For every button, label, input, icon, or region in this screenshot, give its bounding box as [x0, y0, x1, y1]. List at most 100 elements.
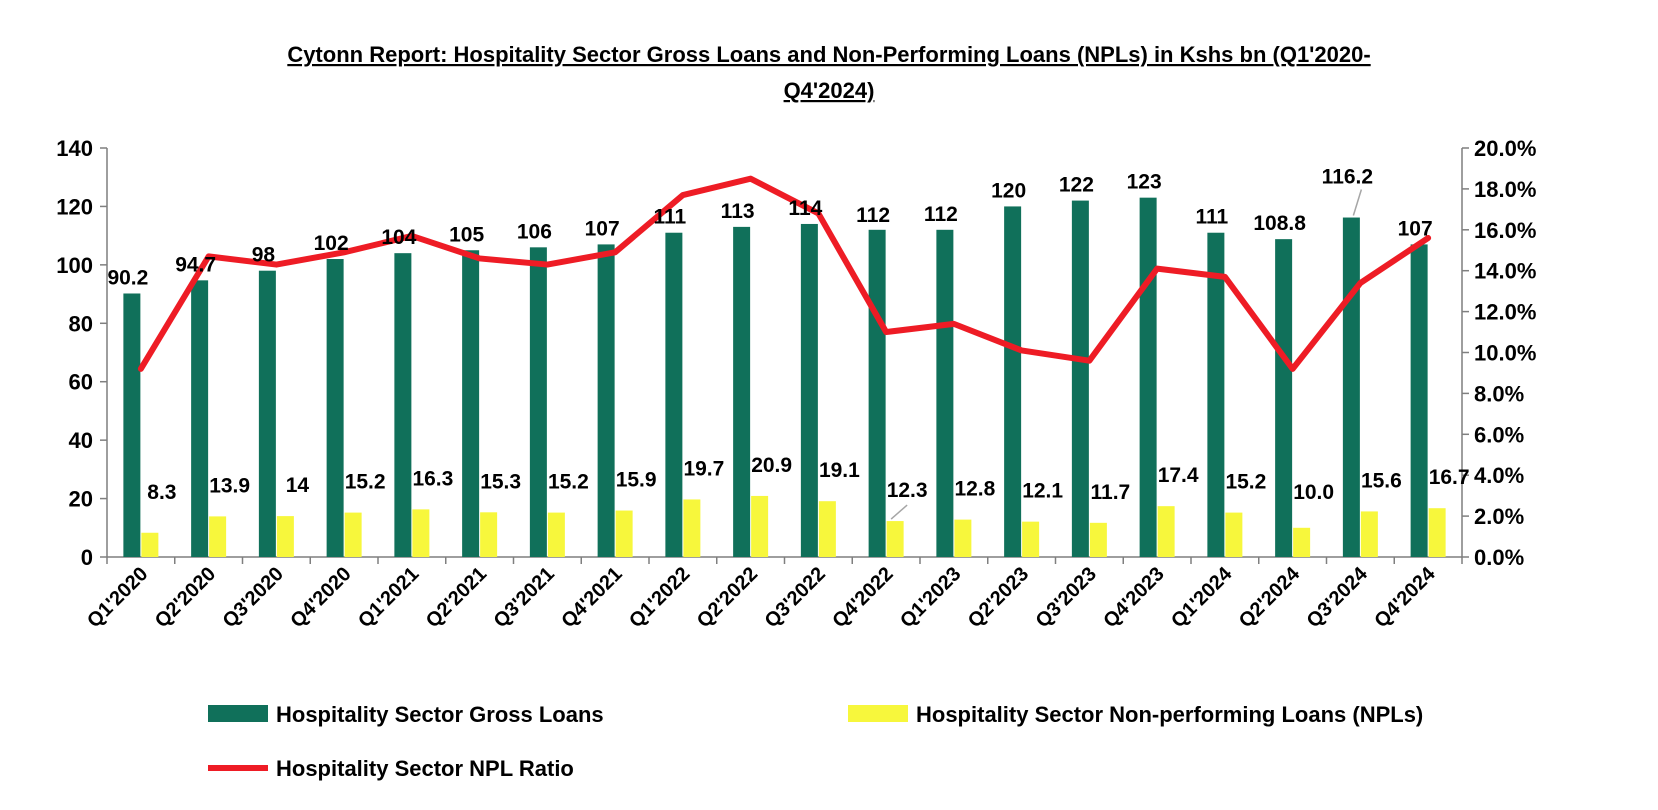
y-right-tick-label: 14.0% — [1474, 259, 1536, 284]
gross-loans-bar — [1275, 239, 1293, 558]
chart-legend: Hospitality Sector Gross Loans Hospitalit… — [208, 702, 1423, 781]
gross-loans-data-label: 107 — [1398, 217, 1433, 240]
gross-loans-data-label: 106 — [517, 220, 552, 243]
leader-line — [890, 504, 908, 520]
npl-bar — [683, 499, 701, 557]
y-left-tick-label: 20 — [69, 487, 93, 512]
x-tick-label: Q3'2023 — [1032, 563, 1101, 632]
gross-loans-bar — [1004, 206, 1022, 557]
gross-loans-bar — [1071, 200, 1089, 558]
x-tick-label: Q1'2022 — [625, 563, 694, 632]
gross-loans-data-label: 111 — [1196, 206, 1229, 229]
x-tick-label: Q2'2021 — [422, 563, 491, 632]
npl-data-label: 10.0 — [1293, 481, 1334, 504]
npl-bar — [615, 510, 633, 557]
npl-data-label: 15.9 — [616, 469, 657, 492]
gross-loans-bar — [665, 232, 683, 557]
npl-data-label: 16.7 — [1429, 466, 1470, 489]
legend-label: Hospitality Sector NPL Ratio — [276, 756, 574, 781]
npl-bar — [276, 516, 294, 557]
x-tick-label: Q1'2023 — [896, 563, 965, 632]
y-left-tick-label: 40 — [69, 428, 93, 453]
npl-data-label: 12.8 — [954, 478, 995, 501]
x-tick-label: Q2'2023 — [964, 563, 1033, 632]
npl-bar — [547, 512, 565, 557]
gross-loans-bar — [326, 259, 344, 557]
y-right-tick-label: 10.0% — [1474, 341, 1536, 366]
npl-data-label: 19.1 — [819, 459, 860, 482]
gross-loans-bar — [597, 244, 615, 557]
x-tick-label: Q2'2022 — [693, 563, 762, 632]
gross-loans-data-label: 112 — [856, 204, 890, 227]
legend-swatch — [208, 705, 268, 722]
y-right-tick-label: 16.0% — [1474, 218, 1536, 243]
gross-loans-data-label: 104 — [381, 226, 416, 249]
gross-loans-bar — [936, 229, 954, 558]
x-tick-label: Q2'2020 — [151, 563, 220, 632]
npl-data-label: 14 — [286, 474, 310, 497]
npl-data-label: 11.7 — [1091, 481, 1131, 504]
y-right-tick-label: 0.0% — [1474, 545, 1524, 570]
gross-loans-data-label: 122 — [1059, 174, 1094, 197]
y-right-tick-label: 18.0% — [1474, 177, 1536, 202]
gross-loans-data-label: 108.8 — [1253, 212, 1306, 235]
y-left-tick-label: 140 — [56, 136, 93, 161]
npl-ratio-line — [137, 175, 1432, 372]
gross-loans-data-label: 105 — [449, 223, 484, 246]
npl-bar — [344, 512, 362, 557]
y-left-tick-label: 80 — [69, 311, 93, 336]
x-tick-label: Q3'2020 — [219, 563, 288, 632]
npl-data-label: 13.9 — [209, 474, 250, 497]
npl-data-label: 19.7 — [683, 457, 724, 480]
leader-line — [1352, 189, 1363, 216]
npl-bar — [818, 501, 836, 557]
npl-data-label: 15.2 — [548, 471, 589, 494]
npl-bar — [480, 512, 498, 557]
npl-data-label: 15.2 — [345, 471, 386, 494]
x-tick-label: Q4'2022 — [828, 563, 897, 632]
gross-loans-data-label: 107 — [585, 217, 620, 240]
gross-loans-bar — [123, 293, 141, 557]
gross-loans-data-label: 111 — [654, 206, 687, 229]
gross-loans-bar — [1342, 217, 1360, 557]
npl-bar — [886, 521, 904, 557]
gross-loans-data-label: 113 — [721, 200, 755, 223]
npl-bar — [751, 495, 769, 557]
x-tick-label: Q1'2024 — [1167, 562, 1237, 632]
x-tick-label: Q4'2021 — [557, 563, 626, 632]
chart-title-line-2: Q4'2024) — [784, 78, 875, 103]
y-right-tick-label: 20.0% — [1474, 136, 1536, 161]
npl-bar — [1293, 527, 1311, 557]
gross-loans-bar — [733, 226, 751, 557]
gross-loans-data-label: 123 — [1127, 171, 1162, 194]
legend-swatch — [848, 705, 908, 722]
gross-loans-bar — [191, 280, 209, 557]
gross-loans-data-label: 112 — [924, 203, 958, 226]
npl-bar — [412, 509, 430, 557]
y-right-tick-label: 2.0% — [1474, 504, 1524, 529]
gross-loans-bar — [1207, 232, 1225, 557]
y-left-tick-label: 60 — [69, 370, 93, 395]
npl-bar — [1360, 511, 1378, 557]
y-right-tick-label: 12.0% — [1474, 300, 1536, 325]
legend-label: Hospitality Sector Gross Loans — [276, 702, 604, 727]
gross-loans-bar — [1410, 244, 1428, 557]
x-tick-label: Q3'2021 — [490, 563, 559, 632]
y-left-tick-label: 0 — [81, 545, 93, 570]
y-right-tick-label: 6.0% — [1474, 422, 1524, 447]
npl-data-label: 20.9 — [751, 454, 792, 477]
gross-loans-data-label: 114 — [788, 197, 822, 220]
npl-bar — [1022, 521, 1040, 557]
gross-loans-data-label: 90.2 — [107, 266, 148, 289]
chart-title-line-1: Cytonn Report: Hospitality Sector Gross … — [287, 42, 1370, 67]
y-right-tick-label: 8.0% — [1474, 381, 1524, 406]
gross-loans-bar — [800, 223, 818, 557]
y-left-tick-label: 120 — [56, 194, 93, 219]
npl-bar — [209, 516, 227, 557]
npl-data-label: 15.2 — [1225, 471, 1266, 494]
chart-data-labels: 90.2 94.7 98 102 104 105 106 107 111 113 114 112 112… — [107, 166, 1470, 520]
npl-bar — [141, 532, 159, 557]
x-tick-label: Q3'2022 — [761, 563, 830, 632]
